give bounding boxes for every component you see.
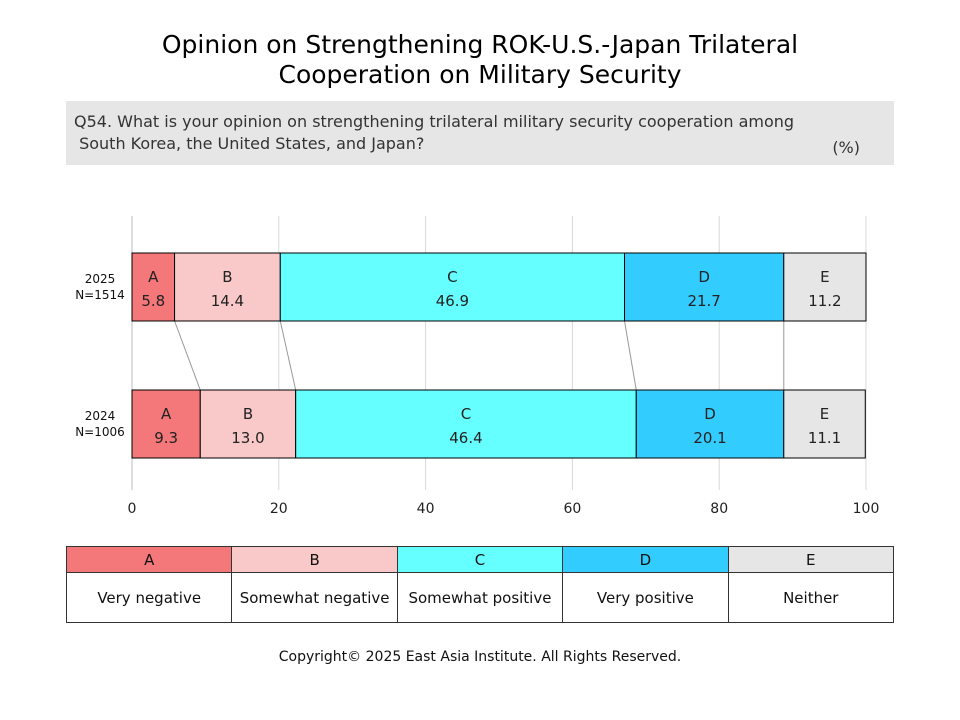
legend-code-a: A [65, 546, 233, 573]
bar-segment-0-e [783, 252, 867, 322]
x-tick-label-0: 0 [128, 501, 137, 517]
bar-segment-1-c [295, 389, 637, 459]
category-label-1-line-1: 2024 [85, 409, 116, 423]
x-tick-label-40: 40 [417, 501, 435, 517]
segment-code-label-1-d: D [704, 405, 716, 423]
segment-value-label-1-a: 9.3 [154, 429, 178, 447]
legend-code-c: C [396, 546, 564, 573]
x-tick-label-20: 20 [270, 501, 288, 517]
segment-value-label-0-e: 11.2 [808, 292, 841, 310]
segment-code-label-1-e: E [820, 405, 829, 423]
legend-code-b: B [231, 546, 398, 573]
segment-code-label-0-c: C [447, 268, 457, 286]
segment-code-label-0-e: E [820, 268, 829, 286]
segment-value-label-0-c: 46.9 [436, 292, 469, 310]
chart-title: Opinion on Strengthening ROK-U.S.-Japan … [0, 30, 960, 90]
segment-value-label-1-e: 11.1 [808, 429, 841, 447]
bar-segment-1-b [199, 389, 297, 459]
bar-segment-0-b [174, 252, 281, 322]
x-tick-label-80: 80 [710, 501, 728, 517]
legend-label-a: Very negative [65, 572, 233, 623]
legend-label-d: Very positive [562, 572, 729, 623]
segment-value-label-1-b: 13.0 [231, 429, 264, 447]
chart-title-line-2: Cooperation on Military Security [278, 60, 682, 89]
segment-value-label-0-d: 21.7 [687, 292, 720, 310]
legend-label-b: Somewhat negative [231, 572, 398, 623]
legend-label-row: Very negative Somewhat negative Somewhat p… [65, 572, 895, 623]
bar-segment-1-a [131, 389, 201, 459]
legend-code-e: E [727, 546, 895, 573]
x-tick-label-100: 100 [853, 501, 880, 517]
segment-code-label-0-a: A [148, 268, 159, 286]
chart-title-line-1: Opinion on Strengthening ROK-U.S.-Japan … [161, 30, 799, 59]
segment-value-label-0-b: 14.4 [211, 292, 244, 310]
segment-code-label-0-b: B [222, 268, 232, 286]
category-label-0-line-1: 2025 [85, 272, 116, 286]
unit-label: (%) [832, 138, 860, 157]
stacked-bar-chart: 0 20 40 60 80 100 A 5.8 B 14.4 C 46.9 D 21.7 E 11.2 2025… [75, 216, 880, 517]
segment-value-label-1-d: 20.1 [693, 429, 726, 447]
bar-segment-1-e [783, 389, 866, 459]
legend-code-d: D [562, 546, 729, 573]
question-line-1: Q54. What is your opinion on strengtheni… [74, 112, 795, 131]
legend-label-e: Neither [727, 572, 895, 623]
segment-code-label-1-a: A [161, 405, 172, 423]
connector-line-b [279, 320, 297, 391]
category-label-1-line-2: N=1006 [75, 425, 125, 439]
connector-line-c [624, 320, 637, 391]
bar-segment-0-d [624, 252, 785, 322]
question-line-2: South Korea, the United States, and Japa… [74, 134, 425, 153]
segment-code-label-1-b: B [243, 405, 253, 423]
legend-label-c: Somewhat positive [396, 572, 564, 623]
bar-segment-0-c [279, 252, 626, 322]
segment-value-label-1-c: 46.4 [449, 429, 482, 447]
bar-segment-0-a [131, 252, 176, 322]
bar-segment-1-d [635, 389, 785, 459]
segment-value-label-0-a: 5.8 [141, 292, 165, 310]
copyright-text: Copyright© 2025 East Asia Institute. All… [278, 649, 682, 665]
connector-line-a [174, 320, 201, 391]
segment-code-label-1-c: C [461, 405, 471, 423]
category-label-0-line-2: N=1514 [75, 288, 125, 302]
question-text: Q54. What is your opinion on strengtheni… [74, 111, 844, 155]
question-box: Q54. What is your opinion on strengtheni… [66, 101, 894, 165]
x-tick-label-60: 60 [563, 501, 581, 517]
segment-code-label-0-d: D [698, 268, 710, 286]
